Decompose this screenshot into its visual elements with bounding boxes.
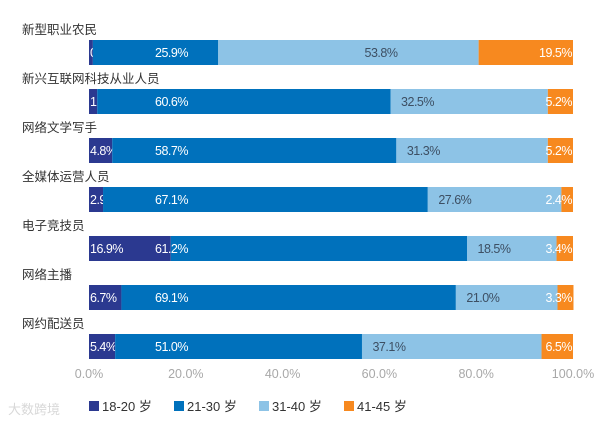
category-label: 全媒体运营人员 [22,169,110,184]
data-label: 6.5% [546,340,573,354]
bar-segment-3 [547,138,573,163]
bar-segment-3 [556,236,573,261]
bar-segment-2 [427,187,562,212]
data-label: 2.4% [546,193,573,207]
data-label: 25.9% [155,46,188,60]
bar-segment-0 [89,89,98,114]
bar-segment-0 [89,236,171,261]
x-tick-label: 20.0% [168,367,203,381]
category-label: 网络主播 [22,267,73,282]
bar-segment-2 [390,89,548,114]
data-label: 5.2% [546,95,573,109]
bar-segment-2 [361,334,542,359]
data-label: 69.1% [155,291,188,305]
bar-segment-1 [97,89,391,114]
category-label: 新兴互联网科技从业人员 [22,71,160,86]
legend-label: 18-20 岁 [102,399,152,414]
legend-swatch [89,401,99,411]
category-label: 网络文学写手 [22,120,97,135]
data-label: 51.0% [155,340,188,354]
bar-segment-2 [396,138,548,163]
bar-segment-3 [561,187,573,212]
bar-segment-1 [92,40,219,65]
bar-segment-3 [547,89,573,114]
bar-segment-1 [103,187,428,212]
legend-label: 41-45 岁 [357,399,407,414]
data-label: 37.1% [372,340,405,354]
bar-segment-0 [89,187,104,212]
bar-segment-0 [89,138,113,163]
bar-segment-1 [112,138,397,163]
x-tick-label: 60.0% [362,367,397,381]
data-label: 53.8% [365,46,398,60]
category-label: 电子竞技员 [22,219,85,233]
data-label: 31.3% [407,144,440,158]
bar-segment-0 [89,285,122,310]
data-label: 18.5% [478,242,511,256]
bar-segment-1 [121,285,456,310]
data-label: 27.6% [438,193,471,207]
x-tick-label: 40.0% [265,367,300,381]
x-tick-label: 80.0% [458,367,493,381]
data-label: 4.8% [90,144,117,158]
data-label: 3.3% [546,291,573,305]
data-label: 21.0% [466,291,499,305]
data-label: 5.4% [90,340,117,354]
data-label: 67.1% [155,193,188,207]
data-label: 32.5% [401,95,434,109]
bar-segment-2 [218,40,479,65]
legend-swatch [259,401,269,411]
category-label: 网约配送员 [22,316,85,331]
bar-segment-2 [467,236,557,261]
legend-label: 21-30 岁 [187,399,237,414]
bar-segment-3 [557,285,574,310]
data-label: 6.7% [90,291,117,305]
bar-segment-2 [455,285,558,310]
bar-segment-3 [541,334,573,359]
bar-segment-1 [115,334,362,359]
legend-label: 31-40 岁 [272,399,322,414]
data-label: 61.2% [155,242,188,256]
watermark: 大数跨境 [8,402,60,417]
legend-swatch [174,401,184,411]
data-label: 16.9% [90,242,123,256]
bar-segment-0 [89,40,93,65]
legend-swatch [344,401,354,411]
data-label: 5.2% [546,144,573,158]
data-label: 19.5% [539,46,572,60]
x-tick-label: 0.0% [75,367,104,381]
bar-segment-0 [89,334,116,359]
x-tick-label: 100.0% [552,367,594,381]
data-label: 58.7% [155,144,188,158]
bar-segment-1 [170,236,468,261]
category-label: 新型职业农民 [22,22,97,37]
data-label: 60.6% [155,95,188,109]
bar-segment-3 [478,40,573,65]
data-label: 3.4% [546,242,573,256]
